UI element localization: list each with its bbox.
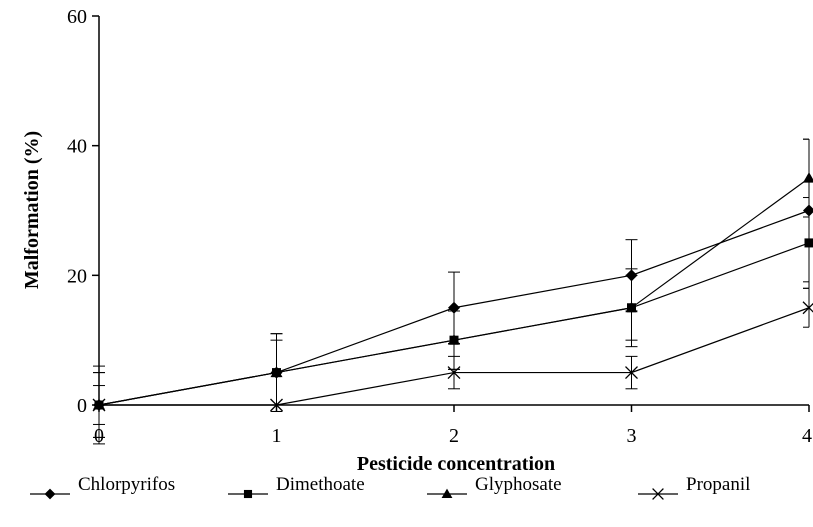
legend-item-chlorpyrifos: Chlorpyrifos [30, 474, 175, 500]
diamond-marker [44, 488, 56, 500]
series-dimethoate [93, 197, 813, 438]
y-axis-title: Malformation (%) [21, 131, 43, 289]
x-tick-label: 4 [802, 425, 812, 447]
square-marker [243, 489, 253, 499]
square-marker [804, 238, 813, 248]
legend-label: Propanil [686, 474, 750, 495]
y-tick-label: 20 [67, 265, 87, 287]
x-tick-label: 2 [449, 425, 459, 447]
x-marker [92, 398, 106, 412]
y-tick-label: 0 [77, 395, 87, 417]
series-glyphosate [93, 138, 813, 438]
series-chlorpyrifos [93, 138, 813, 445]
legend-item-dimethoate: Dimethoate [228, 474, 365, 499]
legend-item-propanil: Propanil [638, 474, 750, 500]
triangle-marker [803, 172, 813, 183]
legend-label: Dimethoate [276, 474, 365, 495]
x-axis-title: Pesticide concentration [357, 453, 555, 475]
triangle-marker [270, 366, 283, 378]
x-marker [652, 488, 664, 500]
x-marker [625, 366, 638, 380]
x-marker [447, 366, 461, 380]
series-propanil [92, 287, 813, 425]
legend-label: Chlorpyrifos [78, 474, 175, 495]
legend: Chlorpyrifos Dimethoate Glyphosate Propanil [30, 474, 750, 500]
y-tick-label: 40 [67, 136, 87, 158]
triangle-marker [441, 488, 453, 499]
y-tick-label: 60 [67, 6, 87, 28]
series-layer [92, 138, 813, 445]
legend-label: Glyphosate [475, 474, 562, 495]
x-marker [802, 301, 813, 315]
axes [92, 15, 810, 412]
x-tick-label: 1 [272, 425, 282, 447]
x-marker [270, 398, 283, 412]
triangle-marker [625, 301, 638, 313]
diamond-marker [803, 204, 813, 217]
x-tick-label: 3 [627, 425, 637, 447]
legend-item-glyphosate: Glyphosate [427, 474, 562, 499]
triangle-marker [448, 334, 460, 345]
